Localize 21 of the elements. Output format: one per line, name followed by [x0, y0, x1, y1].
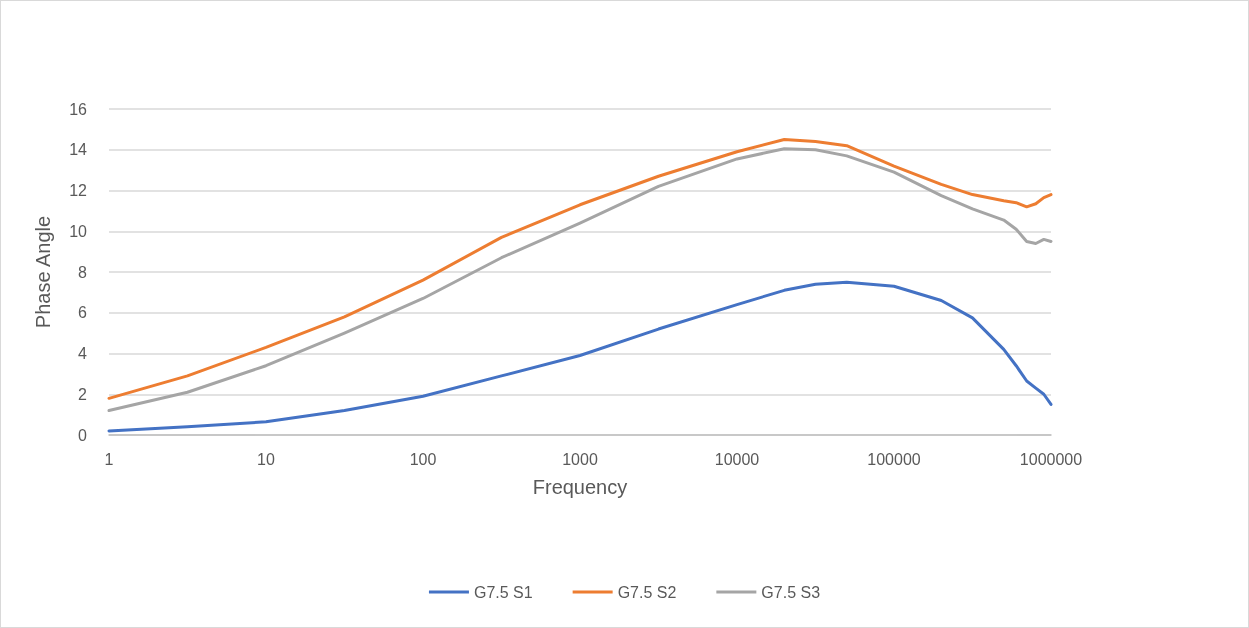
legend-label: G7.5 S2	[617, 583, 677, 601]
y-tick-label: 16	[69, 100, 88, 118]
x-tick-label: 1000000	[1019, 450, 1083, 468]
y-tick-label: 8	[78, 263, 88, 281]
x-tick-label: 1000	[562, 450, 598, 468]
y-tick-label: 10	[69, 222, 88, 240]
y-tick-label: 12	[69, 182, 88, 199]
x-tick-label: 10	[257, 450, 275, 468]
x-axis-title: Frequency	[532, 476, 628, 498]
y-tick-label: 4	[78, 345, 88, 362]
x-tick-label: 10000	[714, 450, 760, 468]
legend-label: G7.5 S1	[473, 583, 533, 601]
legend-label: G7.5 S3	[761, 583, 821, 601]
x-tick-label: 100000	[867, 450, 921, 468]
y-tick-label: 14	[69, 141, 88, 159]
y-tick-label: 6	[78, 304, 88, 322]
x-tick-label: 1	[104, 450, 114, 468]
x-tick-label: 100	[409, 450, 437, 468]
y-tick-label: 2	[78, 385, 88, 403]
y-tick-label: 0	[78, 426, 88, 444]
y-axis-title: Phase Angle	[32, 215, 54, 329]
